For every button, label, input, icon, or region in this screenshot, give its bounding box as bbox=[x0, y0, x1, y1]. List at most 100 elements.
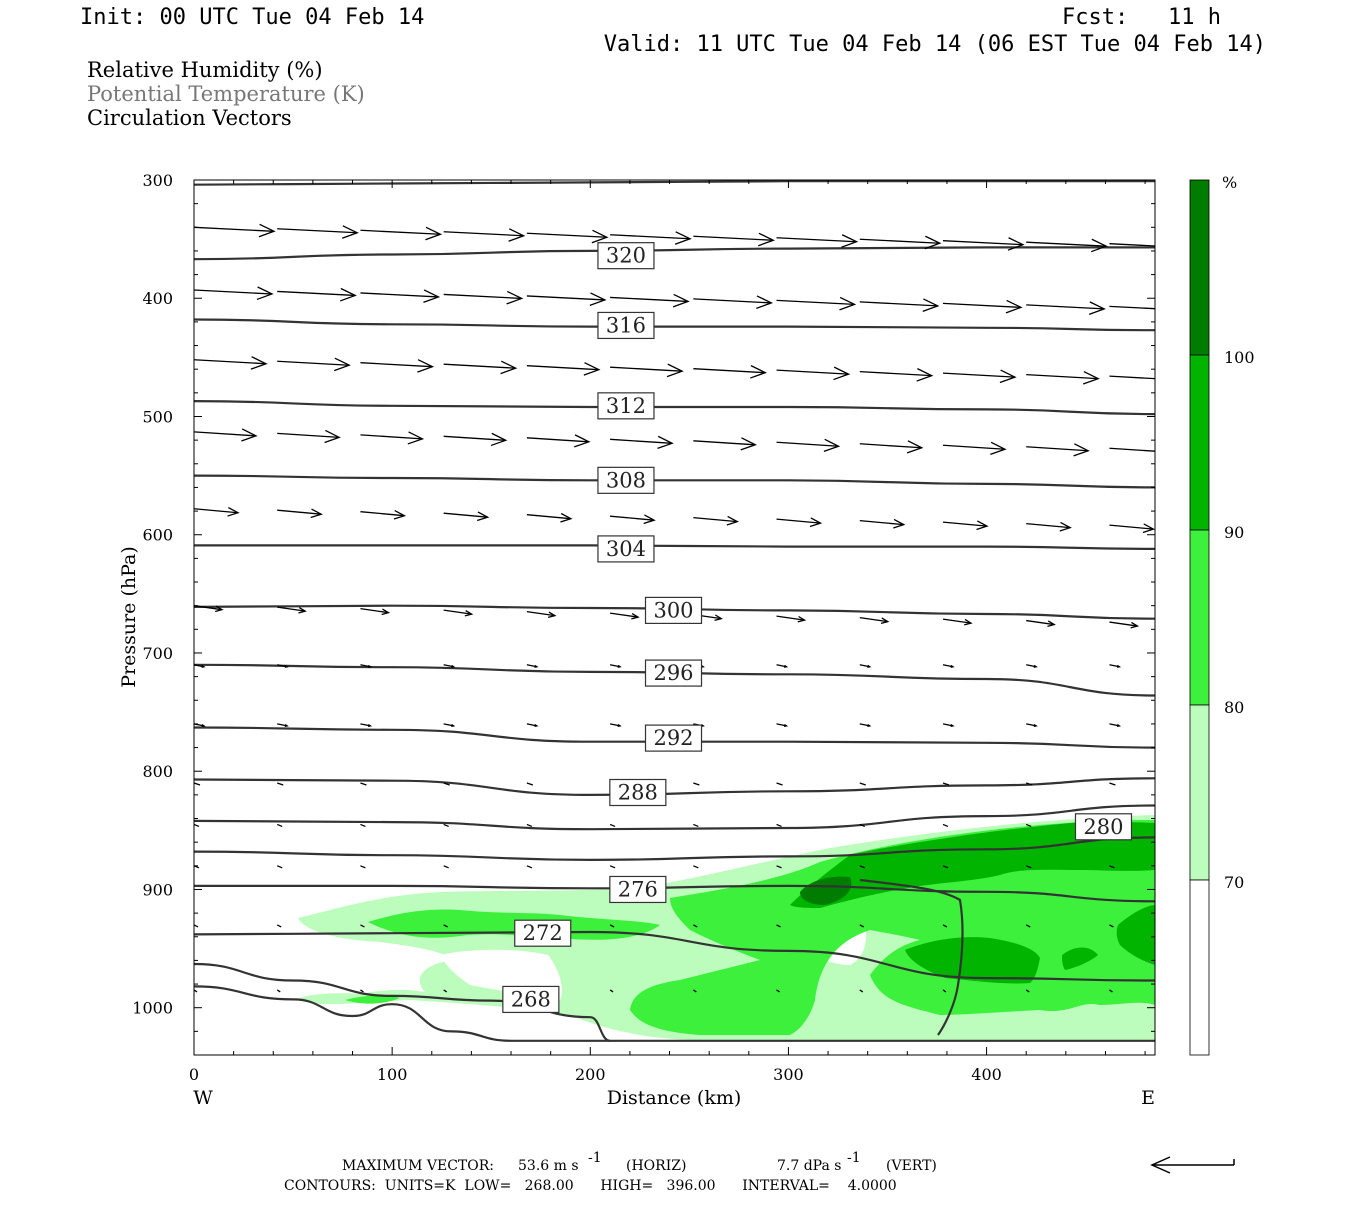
circulation-vector bbox=[776, 615, 805, 621]
isentrope-line bbox=[194, 985, 1155, 1042]
circulation-vector-head bbox=[841, 234, 859, 248]
circulation-vector bbox=[1109, 243, 1155, 247]
circulation-vector bbox=[1026, 664, 1037, 668]
circulation-vector bbox=[360, 434, 423, 440]
circulation-vector bbox=[526, 865, 533, 869]
circulation-vector-head bbox=[756, 295, 773, 309]
circulation-vector bbox=[277, 782, 284, 786]
circulation-vector-head bbox=[672, 293, 690, 308]
circulation-vector bbox=[610, 366, 683, 372]
circulation-vector-head bbox=[324, 429, 341, 444]
circulation-vector-head bbox=[916, 368, 934, 382]
circulation-vector bbox=[776, 237, 857, 243]
circulation-vector-head bbox=[922, 298, 940, 312]
colorbar-swatch bbox=[1189, 704, 1210, 881]
circulation-vector bbox=[1026, 723, 1037, 727]
circulation-vector bbox=[609, 723, 621, 727]
circulation-vector bbox=[609, 989, 614, 993]
circulation-vector bbox=[360, 865, 366, 869]
contour-label-text: 308 bbox=[606, 468, 646, 492]
isentrope-line bbox=[194, 474, 1155, 489]
y-axis-label: Pressure (hPa) bbox=[118, 546, 140, 688]
circulation-vector-head bbox=[1082, 371, 1100, 385]
circulation-vector bbox=[609, 664, 621, 668]
circulation-vector bbox=[360, 511, 405, 517]
circulation-vector bbox=[776, 989, 780, 993]
colorbar: 100 90 80 70 bbox=[1189, 179, 1255, 1056]
circulation-vector bbox=[360, 362, 433, 368]
circulation-vector bbox=[443, 231, 524, 237]
circulation-vector-head bbox=[451, 664, 456, 668]
circulation-vector bbox=[1109, 621, 1138, 627]
circulation-vector bbox=[360, 608, 389, 614]
vectors-layer bbox=[194, 223, 1172, 993]
forecast-hour-value: 11 h bbox=[1168, 5, 1221, 30]
colorbar-unit-label: % bbox=[1222, 173, 1237, 192]
isentrope-line bbox=[194, 544, 1155, 550]
circulation-vector bbox=[859, 238, 940, 244]
circulation-vector bbox=[942, 302, 1022, 309]
y-tick-label: 800 bbox=[142, 762, 173, 781]
circulation-vector bbox=[942, 865, 949, 869]
contour-label-text: 288 bbox=[618, 781, 658, 805]
circulation-vector bbox=[1026, 241, 1107, 247]
circulation-vector-head bbox=[976, 520, 989, 531]
contour-label-text: 304 bbox=[606, 537, 646, 561]
init-time: Init: 00 UTC Tue 04 Feb 14 bbox=[80, 5, 424, 30]
colorbar-swatch bbox=[1189, 354, 1210, 531]
colorbar-level-label: 70 bbox=[1224, 873, 1244, 892]
circulation-vector bbox=[360, 782, 367, 786]
circulation-vector bbox=[610, 438, 673, 444]
circulation-vector-head bbox=[506, 290, 524, 305]
contour-label: 300 bbox=[644, 596, 703, 625]
isentrope-line bbox=[194, 180, 1155, 186]
circulation-vector bbox=[942, 521, 988, 527]
circulation-vector-head bbox=[284, 664, 289, 668]
circulation-vector bbox=[443, 865, 449, 869]
max-vector-horiz-unit: (HORIZ) bbox=[626, 1158, 686, 1174]
y-tick-label: 400 bbox=[142, 289, 173, 308]
contour-label: 320 bbox=[597, 242, 655, 270]
circulation-vector-head bbox=[1116, 664, 1122, 668]
y-tick-label: 900 bbox=[142, 880, 173, 899]
circulation-vector-head bbox=[643, 514, 656, 525]
contour-label-text: 316 bbox=[606, 313, 646, 337]
circulation-vector-head bbox=[227, 506, 240, 517]
circulation-vector-head bbox=[583, 362, 601, 376]
circulation-vector bbox=[526, 232, 607, 238]
circulation-vector bbox=[776, 924, 781, 928]
circulation-vector bbox=[610, 612, 639, 618]
circulation-vector-head bbox=[1033, 664, 1038, 668]
circulation-vector-head bbox=[797, 615, 807, 623]
circulation-vector bbox=[693, 823, 699, 828]
circulation-vector-head bbox=[407, 431, 425, 445]
circulation-vector-head bbox=[924, 235, 942, 250]
circulation-vector-head bbox=[726, 515, 739, 526]
contour-label-text: 320 bbox=[606, 244, 646, 268]
circulation-vector-head bbox=[547, 611, 557, 619]
circulation-vector bbox=[1026, 373, 1099, 380]
x-tick-label: 100 bbox=[377, 1065, 408, 1084]
circulation-vector bbox=[443, 723, 454, 727]
circulation-vector bbox=[859, 823, 866, 828]
contour-label: 308 bbox=[597, 466, 655, 494]
circulation-vector-head bbox=[1157, 445, 1172, 457]
circulation-vector bbox=[776, 865, 782, 869]
circulation-vector bbox=[194, 359, 267, 365]
circulation-vector bbox=[443, 293, 522, 300]
circulation-vector bbox=[859, 664, 870, 668]
circulation-vector-head bbox=[215, 605, 224, 613]
circulation-vector-head bbox=[423, 289, 441, 304]
circulation-vector bbox=[526, 782, 534, 786]
isentrope-line bbox=[194, 930, 1155, 982]
axes: 300 400 500 600 700 800 900 1000 0 100 200 300 400 bbox=[132, 171, 1155, 1084]
isentrope-line bbox=[194, 884, 1155, 903]
circulation-vector bbox=[693, 924, 698, 928]
circulation-vector-head bbox=[674, 231, 692, 245]
circulation-vector bbox=[859, 301, 938, 307]
circulation-vector bbox=[942, 618, 972, 624]
circulation-vector-head bbox=[657, 435, 674, 450]
circulation-vector bbox=[360, 229, 441, 235]
circulation-vector bbox=[942, 240, 1024, 246]
circulation-vector-head bbox=[617, 664, 622, 668]
